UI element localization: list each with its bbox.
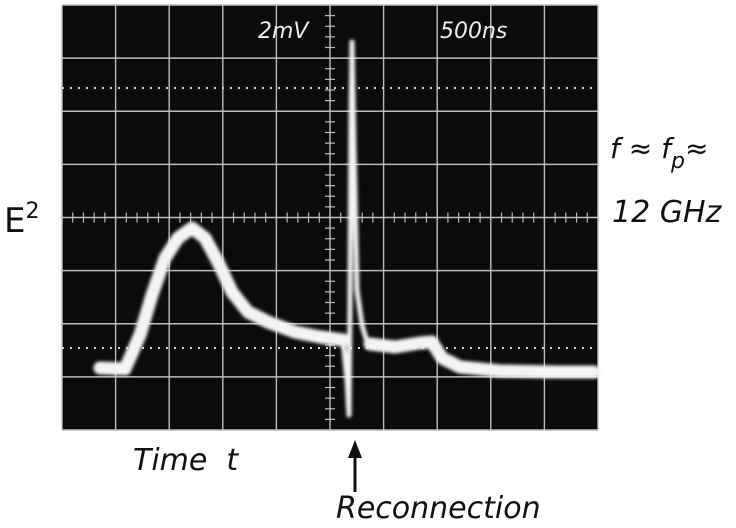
y-label-exponent: 2	[25, 199, 39, 224]
time-per-div: 500ns	[440, 19, 507, 44]
frequency-subscript: p	[670, 149, 685, 174]
frequency-relation: f ≈ fp≈	[610, 132, 708, 174]
frequency-suffix: ≈	[685, 132, 708, 165]
annotation: Reconnection	[336, 491, 541, 526]
y-label-symbol: E	[4, 201, 25, 241]
signal-trace	[93, 39, 601, 418]
volts-per-div: 2mV	[258, 19, 310, 44]
y-label: E2	[4, 199, 39, 241]
reference-lines	[62, 87, 598, 349]
x-label: Time t	[133, 443, 239, 478]
frequency-prefix: f ≈ f	[610, 132, 675, 165]
annotation-arrow	[348, 440, 362, 492]
frequency-value: 12 GHz	[612, 195, 723, 230]
